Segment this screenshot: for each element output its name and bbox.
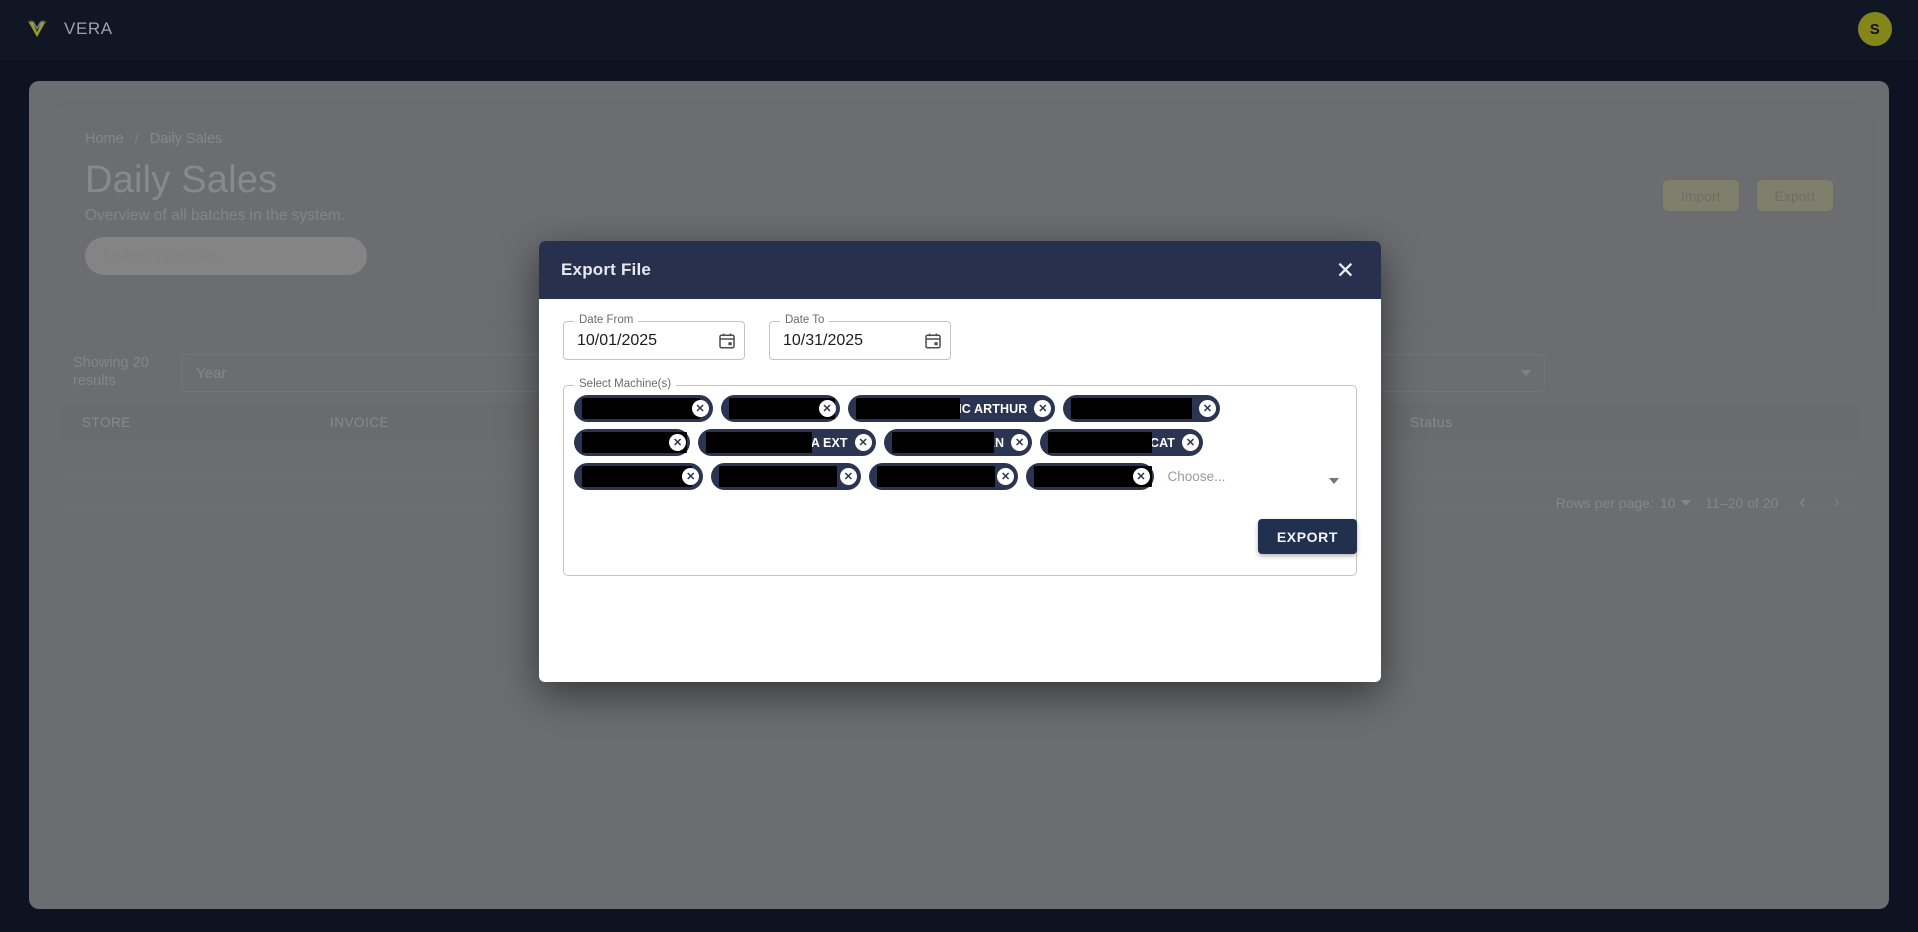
chip-remove-icon[interactable]: ✕ xyxy=(854,434,872,451)
dialog-title: Export File xyxy=(561,260,652,279)
app-header: VERA S xyxy=(0,0,1918,59)
date-from-label: Date From xyxy=(574,314,639,326)
machine-chip[interactable]: FO15 BALITI✕ xyxy=(574,429,691,456)
date-from-value: 10/01/2025 xyxy=(577,331,658,349)
machines-placeholder: Choose... xyxy=(1167,469,1226,484)
chip-remove-icon[interactable]: ✕ xyxy=(1132,468,1150,485)
redaction-bar xyxy=(876,466,995,487)
redaction-bar xyxy=(891,432,994,453)
date-to-value: 10/31/2025 xyxy=(783,331,864,349)
redaction-bar xyxy=(1034,466,1153,487)
date-to-label: Date To xyxy=(780,314,830,326)
redaction-bar xyxy=(855,398,960,419)
close-icon[interactable]: ✕ xyxy=(1330,257,1361,284)
machine-chip[interactable]: - FO02 NEPO✕ xyxy=(720,395,840,422)
select-machines-label: Select Machine(s) xyxy=(574,378,677,390)
chip-remove-icon[interactable]: ✕ xyxy=(997,468,1015,485)
chip-remove-icon[interactable]: ✕ xyxy=(682,468,700,485)
chip-remove-icon[interactable]: ✕ xyxy=(1182,434,1200,451)
vera-leaf-logo-icon xyxy=(24,16,50,42)
machine-chip[interactable]: FO10 BULAON✕ xyxy=(574,463,704,490)
machine-chip[interactable]: FOMP09 L&S (2)✕ xyxy=(574,395,713,422)
chip-remove-icon[interactable]: ✕ xyxy=(1034,400,1052,417)
selected-machine-chips: FOMP09 L&S (2)✕ - FO02 NEPO✕ - FO03 FIELDS… xyxy=(574,395,1310,490)
date-from-field[interactable]: Date From 10/01/2025 xyxy=(563,314,745,360)
dialog-export-button[interactable]: EXPORT xyxy=(1257,519,1357,554)
date-range-row: Date From 10/01/2025 Date To xyxy=(563,314,1357,360)
chip-remove-icon[interactable]: ✕ xyxy=(669,434,687,451)
calendar-icon[interactable] xyxy=(924,332,942,350)
chip-remove-icon[interactable]: ✕ xyxy=(839,468,857,485)
machine-chip[interactable]: - FO03 FIELDS MC ARTHUR✕ xyxy=(847,395,1056,422)
redaction-bar xyxy=(1048,432,1153,453)
machine-chip[interactable]: - FO06 SINDALAN✕ xyxy=(883,429,1033,456)
select-machines-field[interactable]: Select Machine(s) FOMP09 L&S (2)✕ - FO02 … xyxy=(563,378,1357,576)
machine-chip[interactable]: - FO14 APALIT✕ xyxy=(1026,463,1154,490)
export-file-dialog: Export File ✕ Date From 10/01/2025 xyxy=(539,241,1381,682)
machine-chip[interactable]: - FO18 MABALACAT✕ xyxy=(1040,429,1204,456)
redaction-bar xyxy=(1122,398,1193,419)
calendar-icon[interactable] xyxy=(718,332,736,350)
date-to-field[interactable]: Date To 10/31/2025 xyxy=(769,314,951,360)
redaction-bar xyxy=(582,466,692,487)
brand[interactable]: VERA xyxy=(24,16,113,42)
redaction-bar xyxy=(728,398,835,419)
machine-chip[interactable]: - FO164 MIRANDA EXT✕ xyxy=(698,429,876,456)
avatar[interactable]: S xyxy=(1858,12,1892,46)
redaction-bar xyxy=(582,432,687,453)
chip-remove-icon[interactable]: ✕ xyxy=(1199,400,1217,417)
chip-remove-icon[interactable]: ✕ xyxy=(818,400,836,417)
redaction-bar xyxy=(719,466,838,487)
dialog-footer: EXPORT xyxy=(1257,519,1357,554)
chevron-down-icon[interactable] xyxy=(1329,477,1339,484)
dialog-body: Date From 10/01/2025 Date To xyxy=(539,299,1381,576)
redaction-bar xyxy=(582,398,700,419)
machine-chip[interactable]: FO12 SAN ISIDRO✕ xyxy=(868,463,1019,490)
chip-remove-icon[interactable]: ✕ xyxy=(691,400,709,417)
dialog-header: Export File ✕ xyxy=(539,241,1381,299)
chip-remove-icon[interactable]: ✕ xyxy=(1011,434,1029,451)
brand-name: VERA xyxy=(64,19,113,38)
machine-chip[interactable]: FO19 MAGALANG✕ xyxy=(711,463,861,490)
machine-chip[interactable]: FOMP01 DOLORES✕ xyxy=(1063,395,1221,422)
redaction-bar xyxy=(706,432,813,453)
